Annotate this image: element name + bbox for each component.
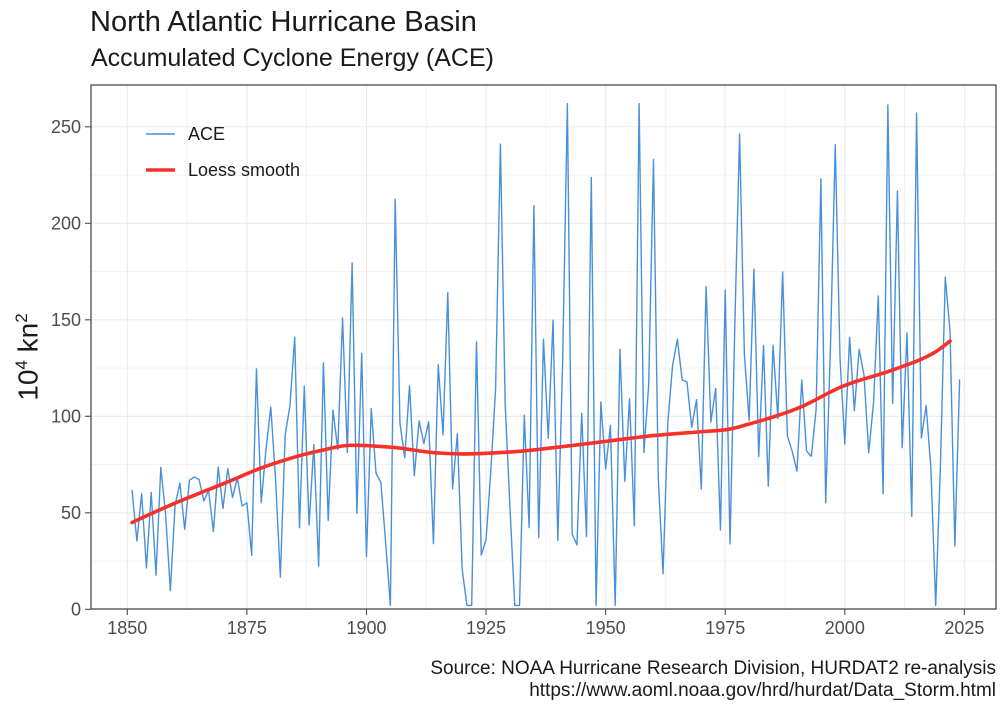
svg-text:ACE: ACE: [188, 124, 225, 144]
svg-text:Loess smooth: Loess smooth: [188, 160, 300, 180]
